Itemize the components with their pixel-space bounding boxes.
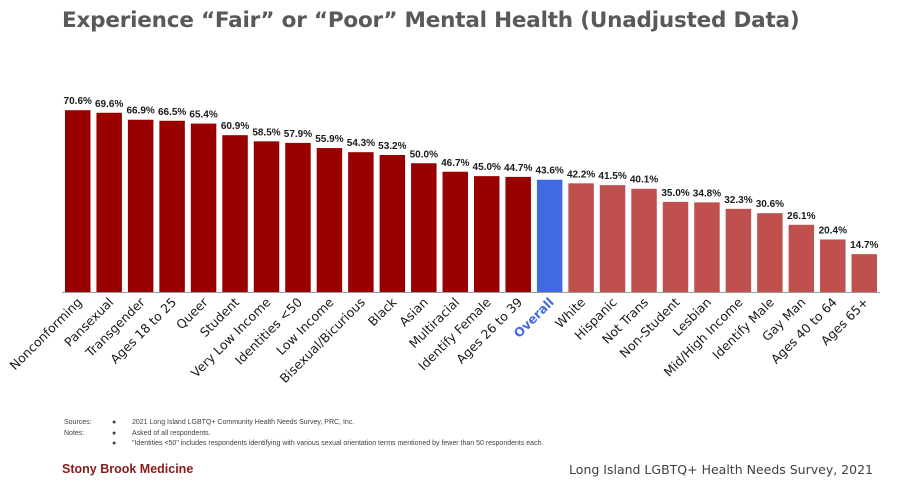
bar	[757, 213, 783, 292]
bar	[222, 135, 248, 292]
bar	[851, 254, 878, 292]
bar	[536, 179, 563, 292]
bar	[159, 120, 185, 292]
data-label: 54.3%	[347, 138, 375, 149]
data-label: 40.1%	[630, 175, 658, 186]
bar	[473, 176, 500, 293]
bullet-icon: ●	[112, 419, 117, 426]
data-labels-group: 70.6% 69.6%66.9% 66.5% 65.4% 60.9%58.5% 57.9%…	[64, 96, 879, 251]
bar	[96, 112, 122, 292]
bar	[411, 163, 437, 292]
bar	[190, 123, 217, 292]
bar-chart: 70.6% 69.6%66.9% 66.5% 65.4% 60.9%58.5% 57.9%…	[6, 96, 880, 386]
data-label: 55.9%	[315, 134, 343, 145]
survey-name: Long Island LGBTQ+ Health Needs Survey, …	[569, 462, 873, 477]
bar	[568, 183, 594, 292]
data-label: 35.0%	[661, 188, 689, 199]
bar	[442, 171, 469, 292]
bar	[348, 152, 374, 292]
data-label: 69.6%	[95, 99, 123, 110]
bar	[631, 188, 657, 292]
data-label: 65.4%	[189, 110, 217, 121]
data-label: 57.9%	[284, 129, 312, 140]
bar	[379, 155, 406, 292]
data-label: 53.2%	[378, 141, 406, 152]
data-label: 43.6%	[535, 166, 563, 177]
data-label: 20.4%	[819, 225, 847, 236]
data-label: 70.6%	[64, 96, 92, 107]
data-label: 45.0%	[473, 162, 501, 173]
page-title: Experience “Fair” or “Poor” Mental Healt…	[62, 8, 800, 33]
data-label: 58.5%	[252, 127, 280, 138]
category-label: Black	[365, 294, 400, 329]
bullet-icon: ●	[112, 440, 117, 447]
note-text: "Identities <50" includes respondents id…	[132, 440, 544, 447]
data-label: 32.3%	[724, 195, 752, 206]
bars-group	[64, 110, 878, 293]
notes-row: Notes: ● Asked of all respondents.	[64, 429, 543, 440]
data-label: 26.1%	[787, 211, 815, 222]
bar	[505, 176, 531, 292]
data-label: 41.5%	[598, 171, 626, 182]
notes-row: ● "Identities <50" includes respondents …	[64, 439, 543, 450]
data-label: 66.5%	[158, 107, 186, 118]
brand-logo-text: Stony Brook Medicine	[62, 462, 194, 476]
data-label: 14.7%	[850, 240, 878, 251]
bar	[694, 202, 720, 292]
source-text: 2021 Long Island LGBTQ+ Community Health…	[132, 419, 355, 426]
data-label: 50.0%	[410, 149, 438, 160]
note-text: Asked of all respondents.	[132, 429, 211, 437]
data-label: 34.8%	[693, 188, 721, 199]
data-label: 30.6%	[756, 199, 784, 210]
bullet-icon: ●	[112, 429, 117, 437]
bar	[64, 110, 91, 293]
bar	[316, 148, 343, 292]
data-label: 66.9%	[126, 106, 154, 117]
footnotes: Sources: ● 2021 Long Island LGBTQ+ Commu…	[64, 418, 543, 450]
data-label: 44.7%	[504, 163, 532, 174]
bar	[253, 141, 280, 292]
bar	[820, 239, 846, 292]
bar	[285, 142, 311, 292]
bar	[599, 185, 626, 292]
notes-key: Notes:	[64, 429, 85, 437]
bar	[725, 208, 752, 292]
sources-row: Sources: ● 2021 Long Island LGBTQ+ Commu…	[64, 418, 543, 429]
data-label: 60.9%	[221, 121, 249, 132]
data-label: 46.7%	[441, 158, 469, 169]
bar	[788, 224, 815, 292]
sources-key: Sources:	[64, 419, 92, 426]
data-label: 42.2%	[567, 169, 595, 180]
bar	[127, 119, 154, 292]
bar	[662, 201, 689, 293]
